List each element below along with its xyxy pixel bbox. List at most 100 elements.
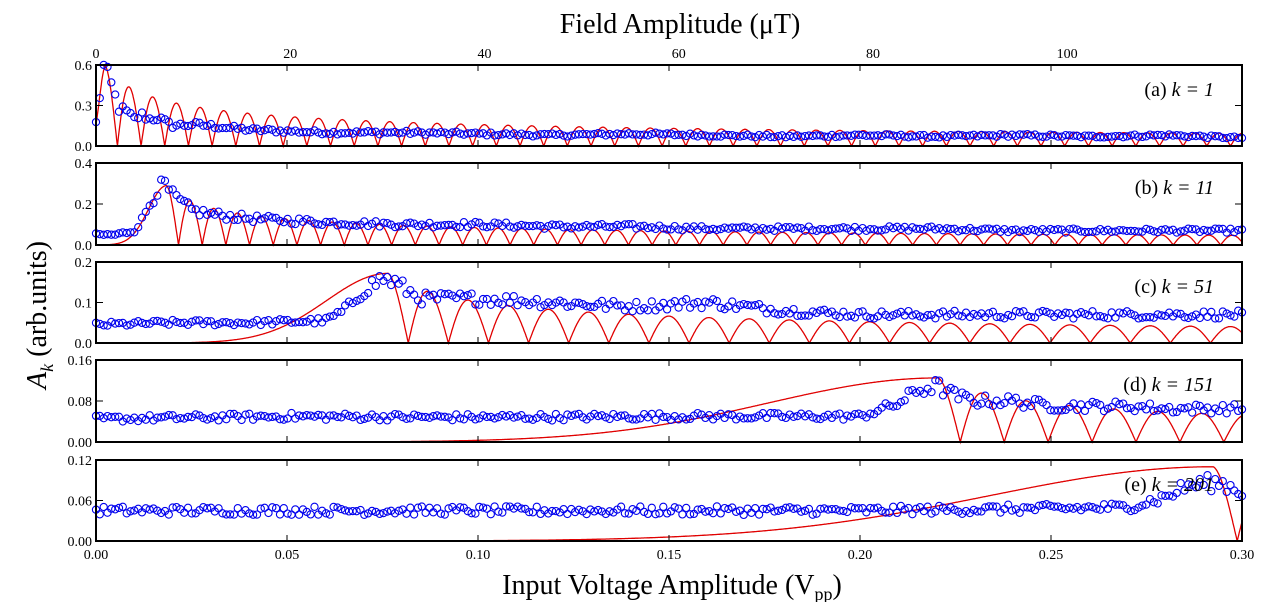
data-point: [1015, 508, 1024, 517]
data-point: [774, 310, 783, 319]
data-point: [183, 412, 193, 422]
data-point: [582, 220, 591, 230]
top-tick-label: 20: [283, 47, 297, 62]
data-point: [1161, 132, 1170, 141]
data-point: [333, 412, 342, 422]
data-point: [609, 222, 618, 232]
data-point: [509, 223, 518, 232]
data-point: [624, 302, 633, 311]
data-point: [183, 198, 193, 207]
data-point: [808, 510, 817, 519]
data-point: [1207, 226, 1216, 235]
data-point: [674, 225, 683, 234]
top-tick-label: 100: [1057, 47, 1078, 62]
data-point: [1214, 314, 1224, 323]
data-point: [712, 296, 722, 306]
top-tick-label: 60: [672, 47, 686, 62]
data-point: [360, 414, 369, 424]
data-point: [134, 223, 143, 232]
data-point: [103, 62, 112, 72]
data-point: [770, 507, 779, 516]
data-point: [1084, 502, 1093, 511]
y-tick-label: 0.1: [75, 297, 93, 312]
data-point: [379, 218, 388, 227]
data-point: [762, 225, 771, 234]
data-point: [1214, 406, 1224, 416]
data-point: [1073, 225, 1082, 234]
data-point: [486, 510, 495, 519]
data-point: [866, 313, 875, 323]
data-point: [1211, 314, 1220, 323]
data-point: [1180, 404, 1189, 413]
data-point: [245, 509, 254, 518]
data-point: [467, 289, 476, 298]
data-point: [854, 130, 863, 139]
data-point: [356, 415, 365, 425]
data-point: [559, 223, 568, 232]
data-point: [501, 292, 511, 301]
data-point: [513, 502, 522, 511]
top-axis-title: Field Amplitude (μT): [560, 9, 801, 40]
data-point: [248, 510, 258, 519]
data-point: [701, 507, 710, 516]
data-point: [927, 509, 936, 518]
data-point: [697, 303, 706, 313]
data-point: [662, 305, 672, 314]
y-axis-subscript: k: [37, 363, 57, 372]
bottom-tick-label: 0.20: [848, 548, 873, 563]
panel-letter: (d): [1123, 374, 1151, 396]
data-point: [494, 507, 503, 516]
data-point: [563, 132, 572, 141]
data-point: [425, 503, 434, 512]
data-point: [1184, 132, 1193, 142]
data-point: [593, 220, 603, 230]
data-point: [551, 221, 561, 230]
data-point: [636, 502, 645, 511]
data-point: [567, 411, 576, 421]
data-point: [835, 409, 844, 418]
data-point: [1080, 309, 1090, 319]
data-point: [1134, 227, 1143, 236]
data-point: [505, 298, 515, 307]
data-point: [1168, 408, 1178, 417]
data-point: [751, 413, 760, 422]
data-point: [774, 132, 783, 141]
data-point: [203, 415, 212, 424]
data-point: [1069, 314, 1078, 323]
data-point: [816, 306, 825, 315]
data-point: [601, 413, 610, 422]
panel-a: 0.0 0.3 0.6 (a) k = 1: [75, 59, 1247, 155]
data-point: [1030, 130, 1040, 139]
data-point: [747, 225, 756, 234]
data-point: [659, 502, 668, 511]
bottom-axis-title: Input Voltage Amplitude (Vpp): [502, 570, 842, 602]
data-point: [889, 224, 898, 233]
data-point: [900, 505, 909, 514]
data-point: [693, 132, 702, 141]
data-point: [524, 221, 534, 231]
data-point: [210, 321, 219, 330]
data-point: [206, 208, 216, 218]
data-point: [1230, 132, 1239, 141]
data-point: [770, 409, 779, 418]
data-point: [191, 118, 200, 127]
data-point: [1145, 399, 1155, 408]
data-point: [302, 214, 311, 224]
data-point: [1042, 500, 1051, 509]
data-point: [1030, 226, 1040, 235]
data-point: [164, 510, 173, 519]
data-point: [927, 132, 936, 141]
data-point: [1207, 487, 1216, 496]
data-point: [555, 296, 564, 305]
data-point: [961, 131, 971, 141]
data-point: [816, 225, 825, 234]
data-point: [827, 225, 837, 234]
data-point: [310, 412, 319, 421]
data-point: [751, 504, 760, 513]
data-point: [432, 129, 442, 138]
data-point: [302, 128, 311, 137]
data-point: [95, 510, 104, 519]
data-point: [716, 132, 725, 141]
data-point: [1214, 132, 1224, 141]
data-point: [831, 132, 840, 142]
